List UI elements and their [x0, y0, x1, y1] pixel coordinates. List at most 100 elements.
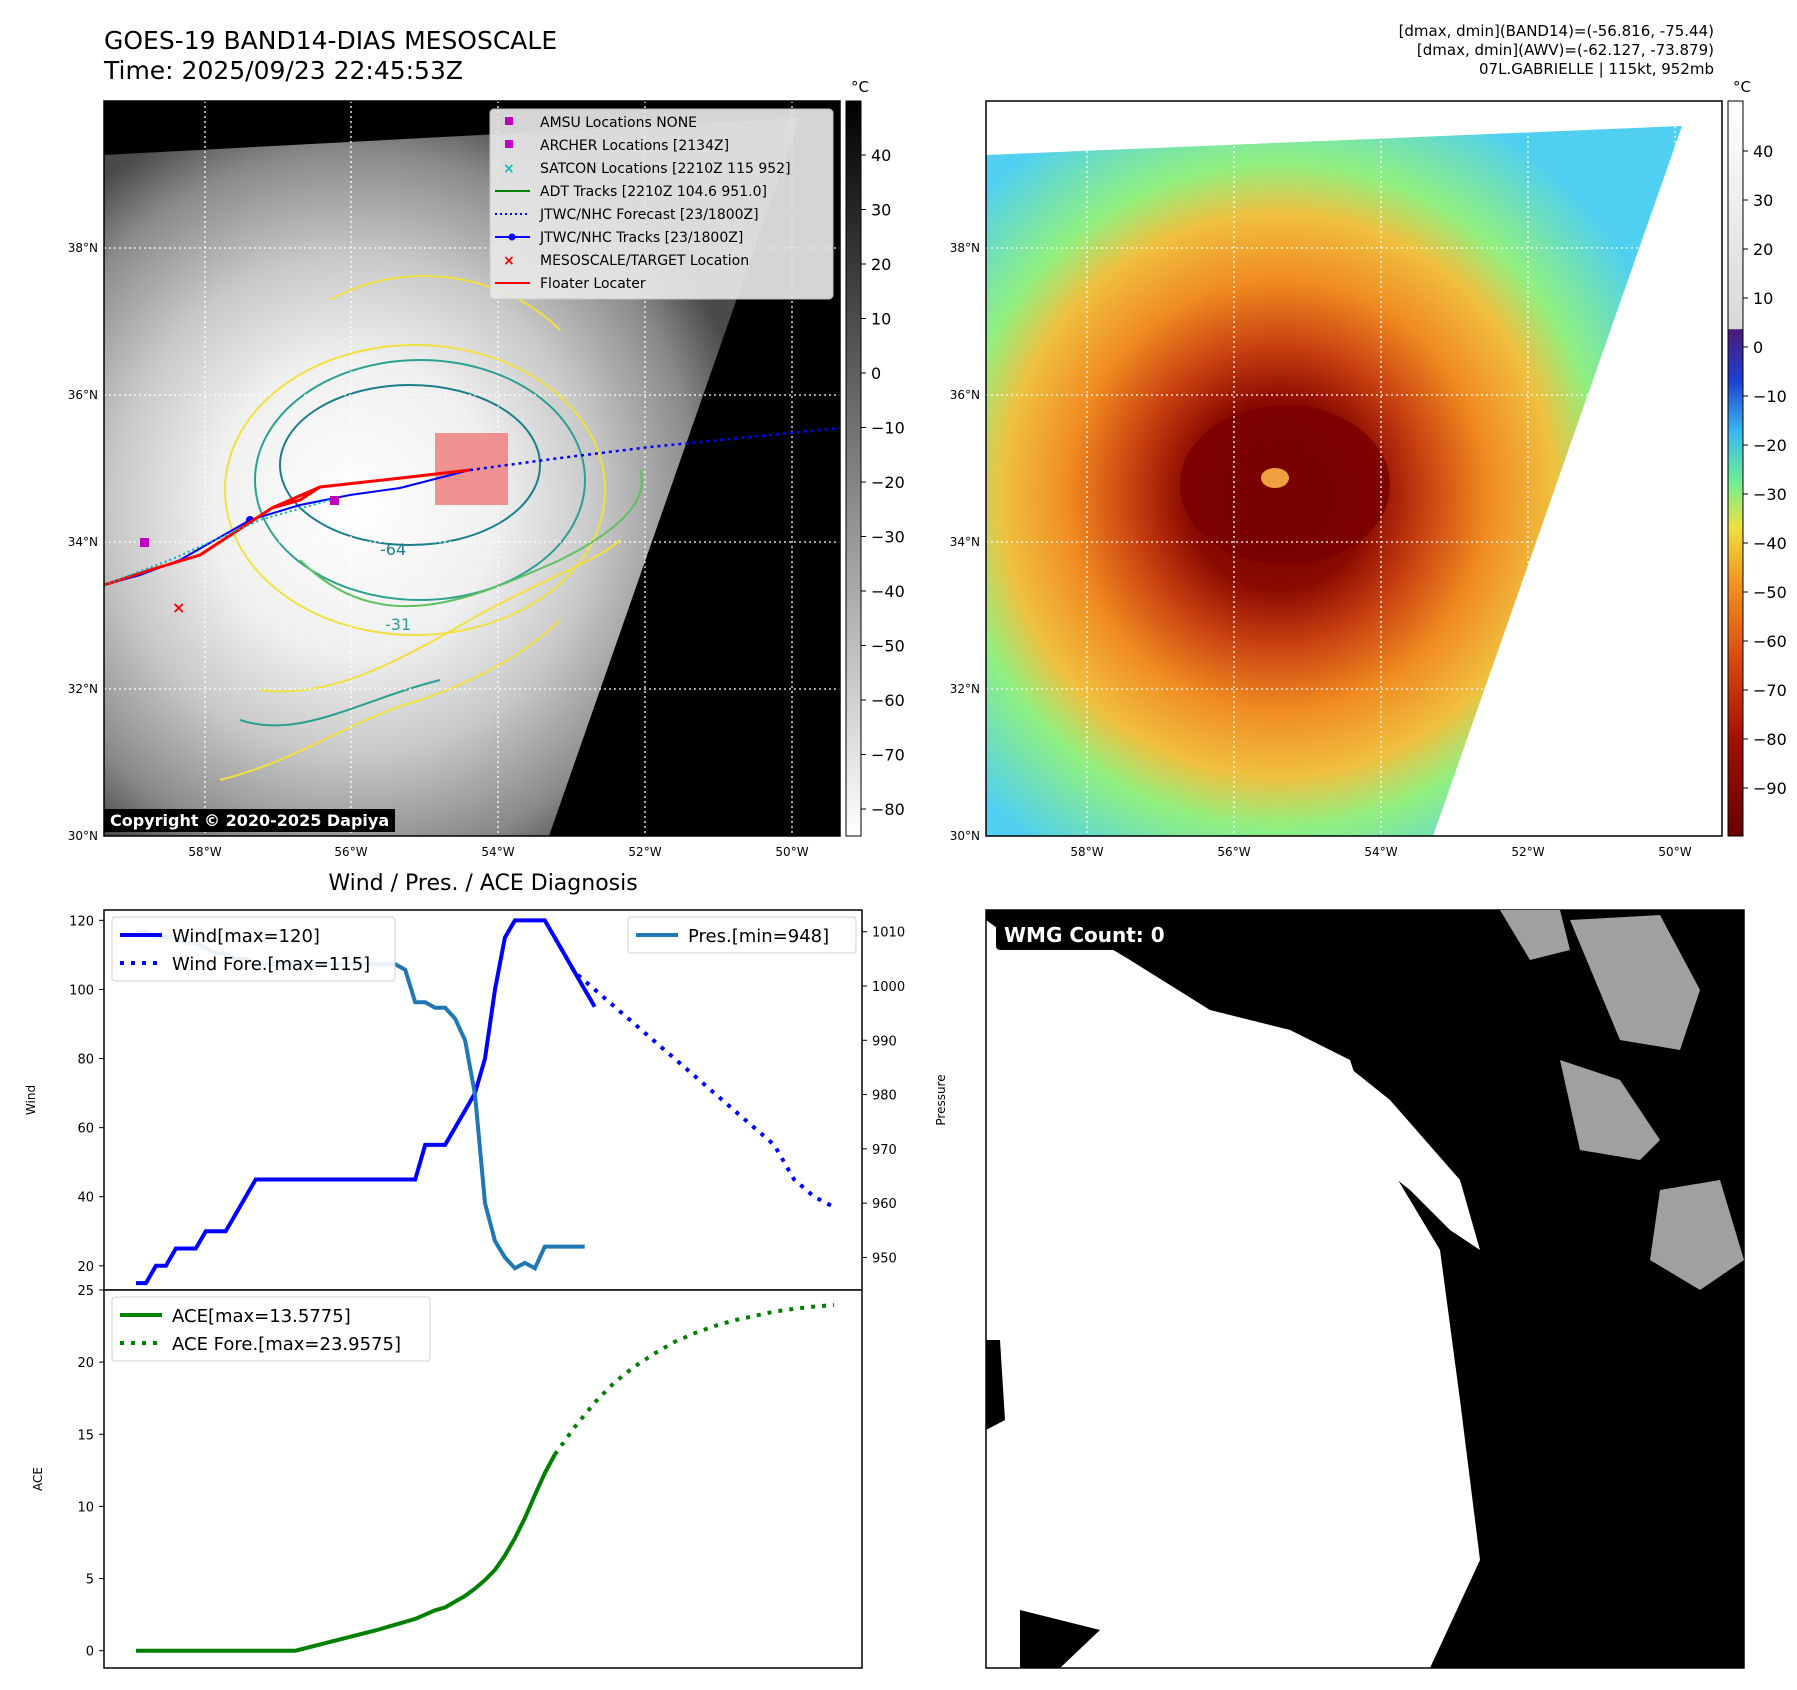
satcon-track: [104, 499, 331, 586]
colorbar-tick-label: 0: [871, 364, 881, 383]
left-lat-tick: 38°N: [68, 241, 98, 255]
eye: [1261, 468, 1289, 488]
wmg-gray-4: [1650, 1180, 1744, 1290]
y2-tick-label: 950: [872, 1251, 897, 1266]
colorbar-tick-label: 40: [1753, 142, 1773, 161]
legend-x-icon: ×: [503, 253, 515, 269]
y-tick-label: 100: [69, 983, 94, 998]
legend-label: JTWC/NHC Forecast [23/1800Z]: [539, 207, 759, 223]
y2-tick-label: 980: [872, 1089, 897, 1104]
legend-entry: JTWC/NHC Tracks [23/1800Z]: [495, 230, 743, 246]
legend-entry: × MESOSCALE/TARGET Location: [503, 253, 749, 269]
contour-outer: [224, 344, 606, 636]
legend-label: Wind Fore.[max=115]: [172, 954, 370, 975]
right-satellite-map: [986, 101, 1722, 836]
contour-band-2: [259, 539, 621, 693]
y-tick-label: 60: [77, 1122, 94, 1137]
contour-band-1: [299, 469, 643, 608]
map-axis-ticks: 38°N 38°N 36°N 36°N 34°N 34°N 32°N 32°N 30°N 30°N…: [68, 241, 1692, 859]
info-band14: [dmax, dmin](BAND14)=(-56.816, -75.44): [1398, 22, 1714, 40]
info-block: [dmax, dmin](BAND14)=(-56.816, -75.44) […: [1114, 22, 1714, 79]
colorbar-tick-label: 30: [1753, 191, 1773, 210]
contour-band-5: [329, 275, 561, 331]
colorbar-tick-label: −80: [1753, 730, 1787, 749]
y-tick-label: 5: [86, 1573, 94, 1588]
y-tick-label: 0: [86, 1645, 94, 1660]
left-map-legend: AMSU Locations NONE ARCHER Locations [213…: [489, 108, 834, 300]
right-lat-tick: 38°N: [950, 241, 980, 255]
y-tick-label: 15: [77, 1428, 94, 1443]
series-wind-fore-: [553, 936, 835, 1209]
contour-mid: [254, 359, 586, 601]
legend-square-icon: [505, 140, 513, 148]
colorbar-tick-label: 0: [1753, 338, 1763, 357]
colorbar-tick-label: −80: [871, 800, 905, 819]
ace-axis-label: ACE: [31, 1467, 45, 1491]
wind-axis-label: Wind: [24, 1085, 38, 1115]
left-map-frame: [103, 100, 841, 837]
wmg-black-left-1: [986, 1340, 1005, 1430]
diagnosis-title: Wind / Pres. / ACE Diagnosis: [328, 871, 637, 896]
colorbar-tick-label: −60: [1753, 632, 1787, 651]
wmg-black-region: [986, 910, 1744, 1668]
right-lon-tick: 58°W: [1070, 845, 1103, 859]
colorbar-tick-label: −60: [871, 691, 905, 710]
left-lat-tick: 32°N: [68, 682, 98, 696]
colorbar-tick-label: 30: [871, 201, 891, 220]
legend-label: AMSU Locations NONE: [540, 115, 697, 131]
chart-legend: Pres.[min=948]: [627, 916, 857, 954]
legend-label: ACE[max=13.5775]: [172, 1306, 351, 1327]
right-lat-tick: 36°N: [950, 388, 980, 402]
wmg-panel: [985, 909, 1745, 1669]
colorbar-tick-label: 10: [871, 310, 891, 329]
legend-label: MESOSCALE/TARGET Location: [540, 253, 749, 269]
right-lon-tick: 52°W: [1511, 845, 1544, 859]
legend-label: SATCON Locations [2210Z 115 952]: [540, 161, 791, 177]
right-lat-tick: 34°N: [950, 535, 980, 549]
left-lon-tick: 54°W: [481, 845, 514, 859]
chart-legend: Wind[max=120] Wind Fore.[max=115]: [111, 916, 396, 982]
eyewall-core: [1180, 405, 1390, 565]
legend-label: Wind[max=120]: [172, 926, 320, 947]
colorbar-tick-label: −50: [871, 637, 905, 656]
y2-tick-label: 990: [872, 1034, 897, 1049]
colorbar-tick-label: 20: [871, 255, 891, 274]
series-ace: [136, 1453, 557, 1653]
left-lat-tick: 36°N: [68, 388, 98, 402]
legend-entry: AMSU Locations NONE: [505, 115, 697, 131]
series-ace-fore-: [553, 1303, 835, 1456]
right-lon-tick: 50°W: [1658, 845, 1691, 859]
legend-label: JTWC/NHC Tracks [23/1800Z]: [539, 230, 743, 246]
left-lon-tick: 50°W: [775, 845, 808, 859]
colorbar-tick-label: 40: [871, 146, 891, 165]
target-location-marker: ×: [172, 598, 185, 617]
contour-band-3: [219, 619, 561, 781]
series-wind: [136, 918, 597, 1286]
legend-square-icon: [505, 117, 513, 125]
wmg-gray-2: [1570, 915, 1700, 1050]
right-colorbar-unit: °C: [1733, 78, 1751, 96]
left-colorbar: 40 30 20 10 0 −10 −20 −30 −40 −50 −60 −70 −80: [845, 100, 905, 837]
left-lon-tick: 56°W: [334, 845, 367, 859]
ace-chart: 0 5 10 15 20 25 ACE[max=13.5775] ACE Fore.[max=…: [77, 1284, 835, 1660]
wmg-white-band: [1330, 1060, 1480, 1250]
legend-entry: Floater Locater: [495, 276, 646, 292]
y-tick-label: 10: [77, 1500, 94, 1515]
legend-entry: × SATCON Locations [2210Z 115 952]: [503, 161, 791, 177]
colorbar-tick-label: −70: [1753, 681, 1787, 700]
legend-entry: ADT Tracks [2210Z 104.6 951.0]: [495, 184, 767, 200]
left-lon-tick: 58°W: [188, 845, 221, 859]
left-colorbar-unit: °C: [851, 78, 869, 96]
right-lon-tick: 54°W: [1364, 845, 1397, 859]
left-lon-tick: 52°W: [628, 845, 661, 859]
right-lon-tick: 56°W: [1217, 845, 1250, 859]
colorbar-tick-label: −10: [871, 419, 905, 438]
wmg-count-label: WMG Count: 0: [996, 920, 1173, 950]
colorbar-tick-label: −90: [1753, 779, 1787, 798]
y-tick-label: 20: [77, 1356, 94, 1371]
chart-time: Time: 2025/09/23 22:45:53Z: [104, 56, 463, 85]
legend-label: Floater Locater: [540, 276, 646, 292]
info-awv: [dmax, dmin](AWV)=(-62.127, -73.879): [1416, 41, 1714, 59]
y-tick-label: 80: [77, 1053, 94, 1068]
